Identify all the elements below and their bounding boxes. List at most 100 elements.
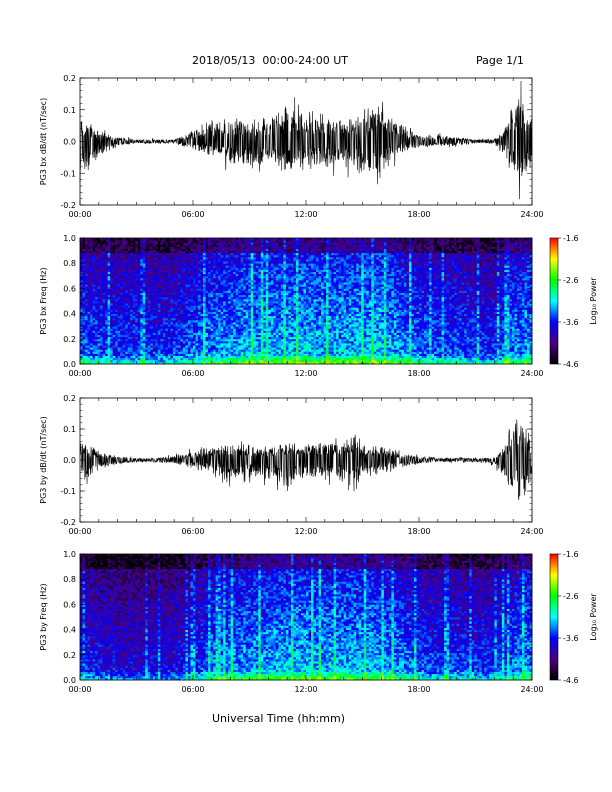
heatmap-cell: [112, 246, 116, 249]
heatmap-cell: [268, 271, 272, 275]
heatmap-cell: [95, 252, 98, 256]
heatmap-cell: [253, 298, 257, 302]
heatmap-cell: [92, 345, 96, 348]
heatmap-cell: [228, 343, 232, 346]
heatmap-cell: [155, 361, 159, 365]
heatmap-cell: [90, 250, 93, 254]
heatmap-cell: [162, 307, 166, 310]
heatmap-cell: [177, 269, 181, 272]
heatmap-cell: [190, 296, 194, 300]
heatmap-cell: [273, 296, 277, 300]
heatmap-cell: [200, 263, 204, 266]
heatmap-cell: [213, 261, 216, 264]
heatmap-cell: [130, 286, 134, 289]
heatmap-cell: [238, 328, 242, 331]
heatmap-cell: [170, 324, 174, 327]
heatmap-cell: [263, 355, 267, 359]
heatmap-cell: [132, 280, 136, 283]
heatmap-cell: [275, 252, 279, 256]
heatmap-cell: [238, 351, 242, 354]
heatmap-cell: [275, 294, 279, 298]
heatmap-cell: [147, 286, 151, 289]
heatmap-cell: [185, 328, 189, 331]
heatmap-cell: [112, 361, 116, 365]
heatmap-cell: [150, 277, 154, 281]
heatmap-cell: [200, 338, 204, 342]
heatmap-cell: [137, 271, 141, 275]
heatmap-cell: [190, 301, 194, 304]
heatmap-cell: [208, 252, 211, 256]
heatmap-cell: [280, 313, 284, 317]
heatmap-cell: [283, 324, 287, 327]
heatmap-cell: [162, 330, 166, 333]
heatmap-cell: [165, 309, 169, 312]
heatmap-cell: [263, 280, 267, 283]
heatmap-cell: [250, 359, 254, 363]
heatmap-cell: [165, 305, 169, 308]
heatmap-cell: [200, 280, 204, 283]
heatmap-cell: [203, 315, 206, 319]
heatmap-cell: [243, 282, 247, 285]
heatmap-cell: [122, 336, 126, 340]
heatmap-cell: [117, 296, 121, 300]
heatmap-cell: [130, 284, 134, 287]
heatmap-cell: [100, 319, 103, 323]
heatmap-cell: [92, 315, 96, 319]
heatmap-cell: [110, 298, 114, 302]
heatmap-cell: [87, 263, 91, 266]
heatmap-cell: [195, 252, 199, 256]
heatmap-cell: [205, 277, 209, 281]
heatmap-cell: [208, 284, 211, 287]
heatmap-cell: [190, 307, 194, 310]
heatmap-cell: [152, 361, 156, 365]
heatmap-cell: [172, 328, 176, 331]
heatmap-cell: [122, 263, 126, 266]
heatmap-cell: [132, 340, 136, 344]
heatmap-cell: [208, 240, 211, 243]
heatmap-cell: [250, 292, 254, 296]
heatmap-cell: [165, 322, 169, 325]
heatmap-cell: [270, 267, 274, 270]
heatmap-cell: [278, 351, 282, 354]
heatmap-cell: [213, 282, 216, 285]
heatmap-cell: [115, 269, 119, 272]
heatmap-cell: [268, 309, 272, 312]
heatmap-cell: [150, 349, 154, 352]
heatmap-cell: [92, 254, 96, 258]
heatmap-cell: [130, 345, 134, 348]
heatmap-cell: [92, 263, 96, 266]
heatmap-cell: [102, 267, 106, 270]
heatmap-cell: [167, 347, 171, 350]
heatmap-cell: [157, 263, 161, 266]
heatmap-cell: [190, 259, 194, 262]
heatmap-cell: [233, 296, 237, 300]
heatmap-cell: [230, 240, 234, 243]
heatmap-cell: [125, 301, 129, 304]
heatmap-cell: [90, 326, 93, 329]
heatmap-cell: [147, 351, 151, 354]
heatmap-cell: [230, 275, 234, 279]
heatmap-cell: [235, 334, 239, 338]
heatmap-cell: [248, 334, 252, 338]
heatmap-cell: [160, 263, 164, 266]
heatmap-cell: [213, 332, 216, 335]
heatmap-cell: [140, 343, 144, 346]
heatmap-cell: [263, 242, 267, 245]
heatmap-cell: [225, 254, 229, 258]
heatmap-cell: [185, 277, 189, 281]
heatmap-cell: [193, 254, 196, 258]
heatmap-cell: [263, 357, 267, 361]
heatmap-cell: [177, 355, 181, 359]
heatmap-cell: [95, 361, 98, 365]
heatmap-cell: [122, 351, 126, 354]
heatmap-cell: [100, 305, 103, 308]
heatmap-cell: [167, 328, 171, 331]
heatmap-cell: [268, 242, 272, 245]
heatmap-cell: [248, 290, 252, 293]
heatmap-cell: [200, 322, 204, 325]
heatmap-cell: [145, 301, 149, 304]
heatmap-cell: [270, 361, 274, 365]
heatmap-cell: [253, 303, 257, 306]
heatmap-cell: [115, 307, 119, 310]
heatmap-cell: [280, 248, 284, 251]
